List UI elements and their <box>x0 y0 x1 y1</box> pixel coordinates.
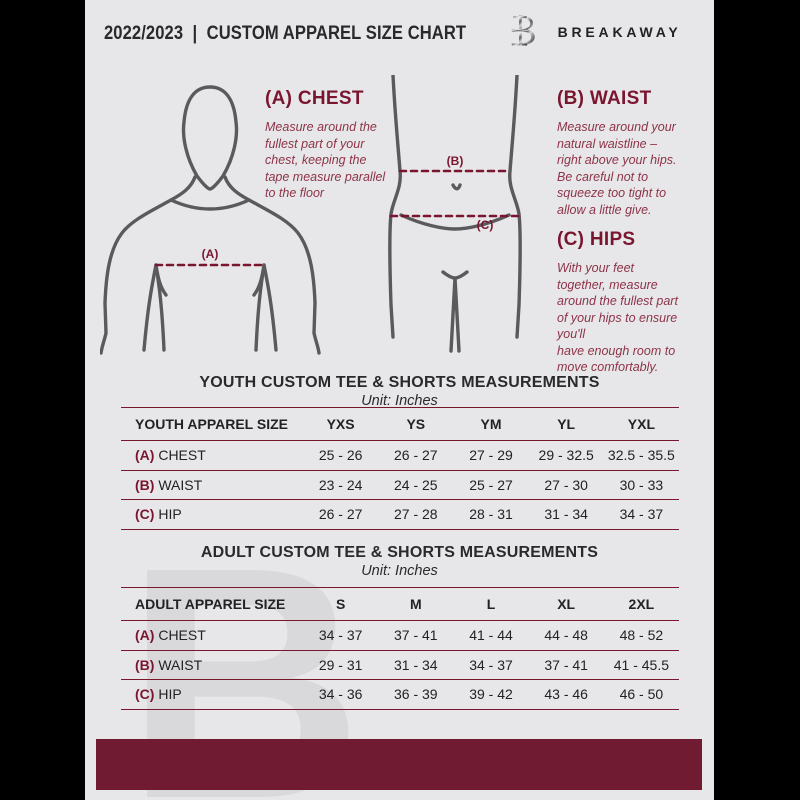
svg-text:(B): (B) <box>447 154 464 168</box>
svg-text:(A): (A) <box>202 247 219 261</box>
svg-text:(C): (C) <box>477 218 494 232</box>
